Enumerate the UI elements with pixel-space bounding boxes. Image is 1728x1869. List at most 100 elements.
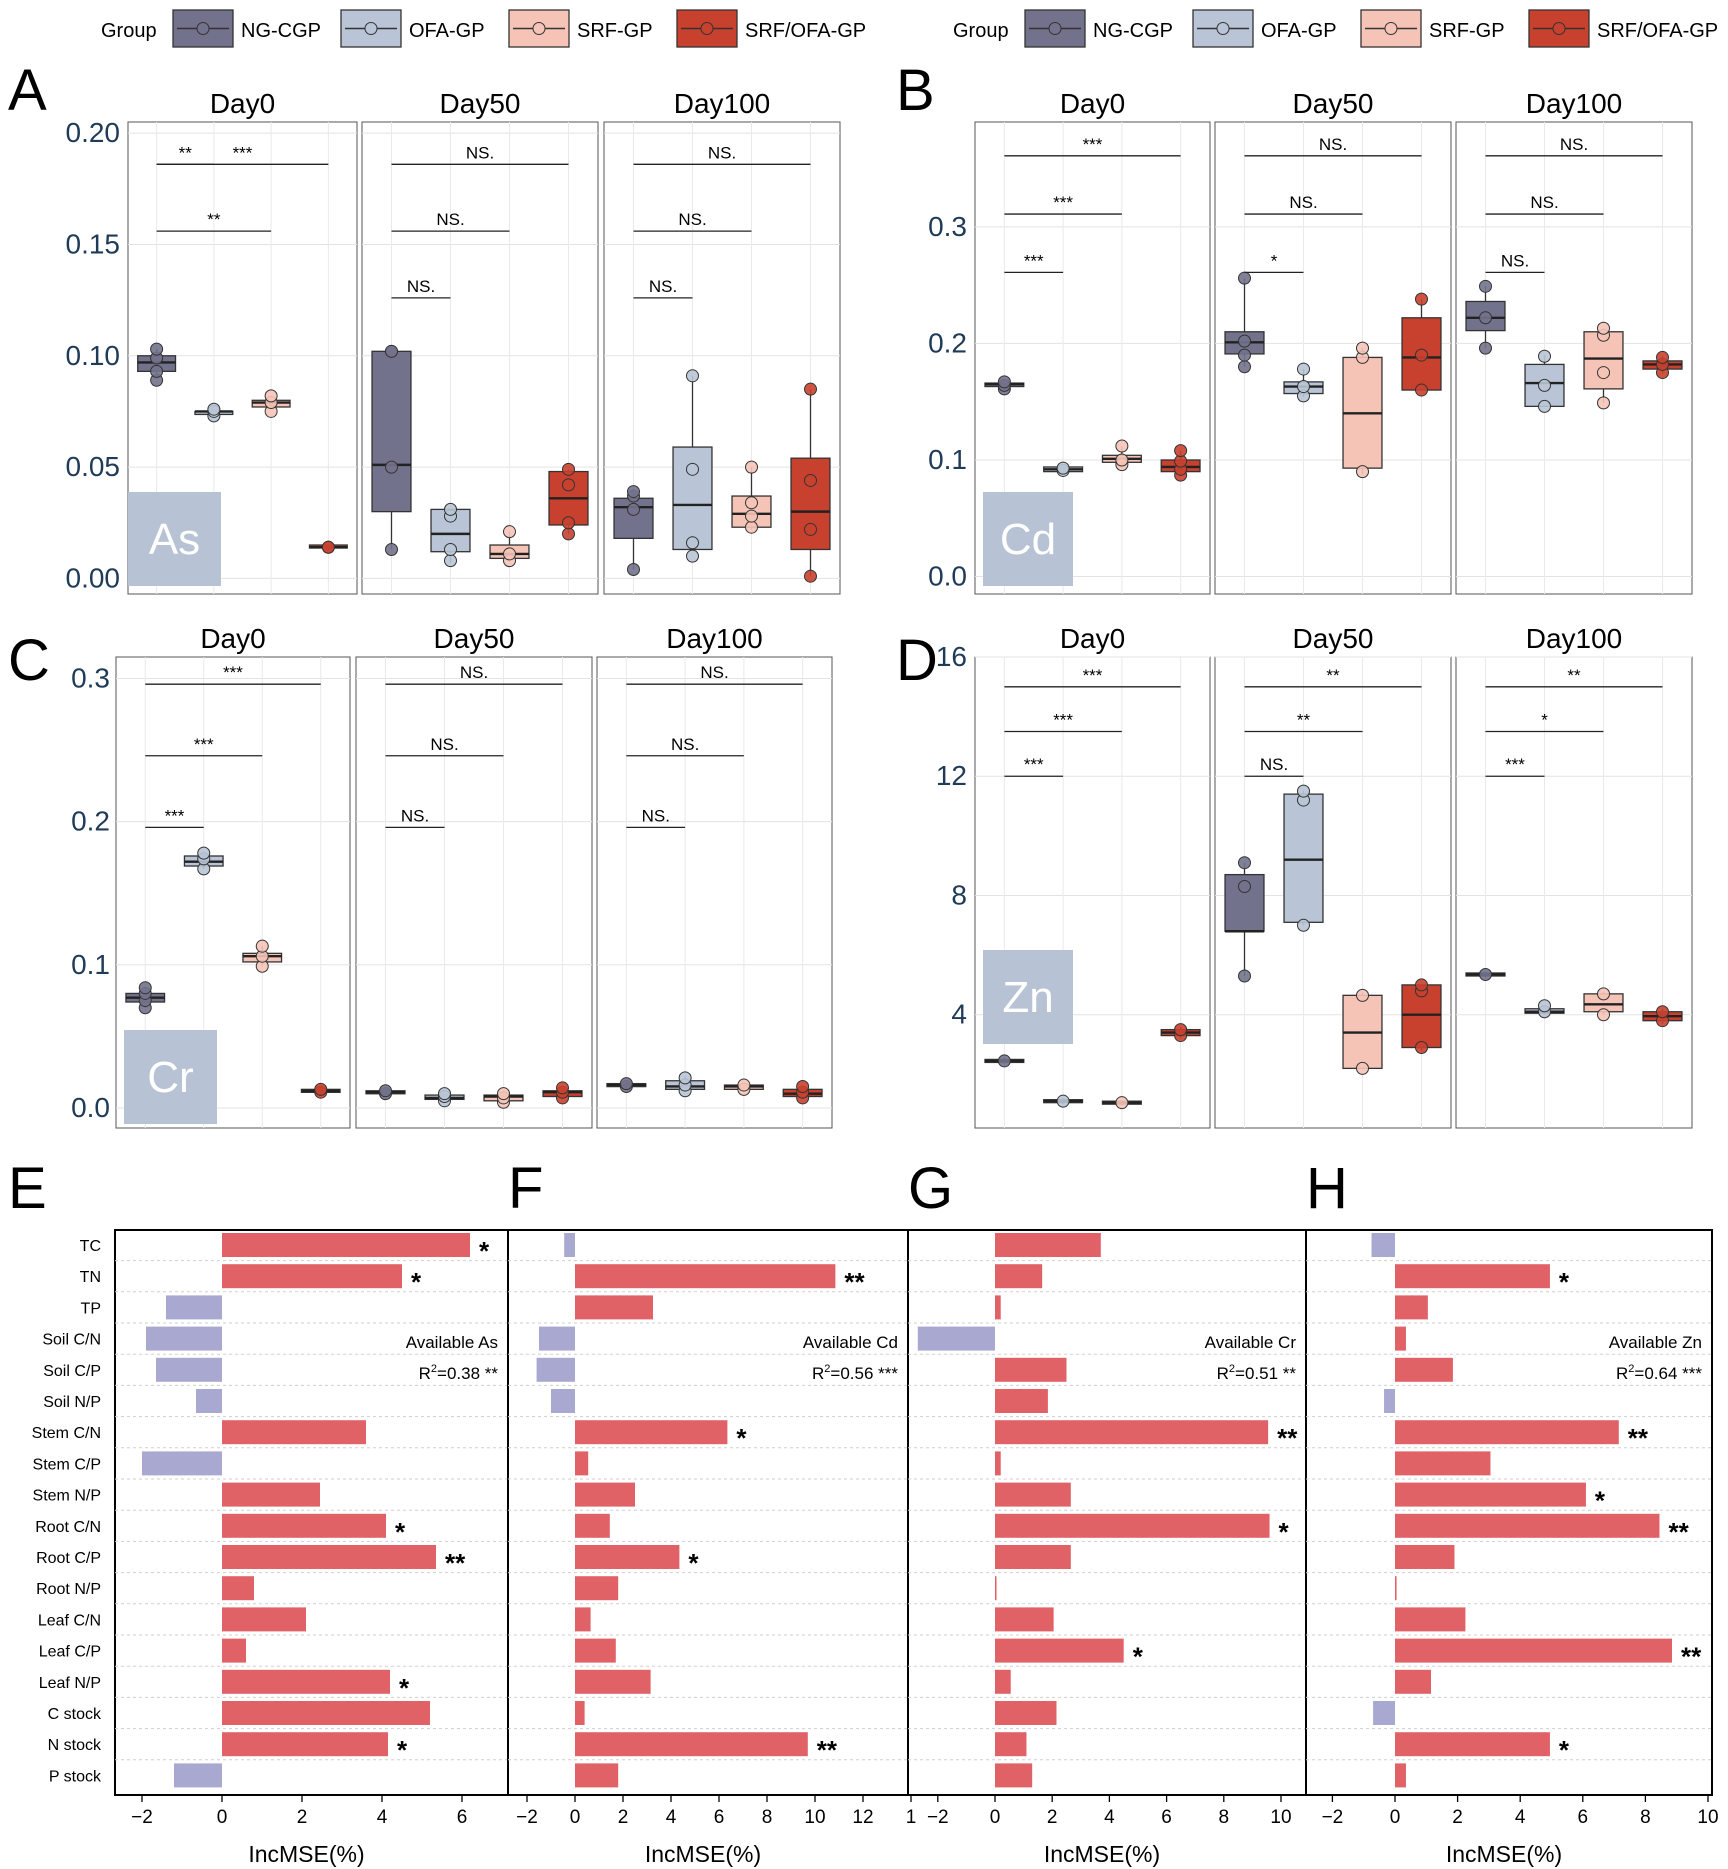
category-label: Stem C/P — [33, 1456, 101, 1473]
significance-label: NS. — [1530, 193, 1558, 212]
significance-star: * — [688, 1548, 699, 1578]
data-point — [503, 525, 516, 539]
bar-P stock — [575, 1763, 619, 1788]
significance-label: NS. — [649, 277, 677, 296]
r2-superscript: 2 — [1628, 1363, 1634, 1375]
x-tick-label: 10 — [804, 1807, 825, 1828]
significance-label: NS. — [671, 735, 699, 754]
y-tick-label: 0.0 — [928, 561, 967, 592]
element-label-box — [124, 1030, 217, 1124]
legend-title: Group — [953, 20, 1009, 42]
data-point — [1479, 279, 1492, 293]
legend-title: Group — [101, 20, 157, 42]
bar-Leaf C/P — [222, 1638, 246, 1663]
y-tick-label: 8 — [951, 879, 967, 910]
data-point — [619, 1077, 633, 1091]
bar-Stem C/N — [575, 1420, 728, 1445]
data-point — [562, 527, 575, 541]
panel-letter-A: A — [8, 58, 47, 123]
facet-frame — [355, 656, 593, 1129]
bar-Leaf C/P — [575, 1638, 616, 1663]
facet-title: Day50 — [1293, 623, 1374, 654]
facet-A-Day50: Day50 NS. NS. NS. — [361, 88, 599, 595]
element-label: Cr — [147, 1053, 193, 1102]
significance-star: * — [397, 1735, 408, 1765]
data-point — [556, 1081, 569, 1095]
facet-C-Day100: Day100 NS. NS. NS. — [596, 623, 833, 1129]
significance-label: NS. — [1260, 755, 1288, 774]
bar-TC — [995, 1233, 1101, 1257]
x-axis-label: IncMSE(%) — [248, 1841, 364, 1867]
legend-label-2: SRF-GP — [577, 20, 653, 42]
data-point — [444, 554, 457, 568]
panel-B: B0.00.10.20.3Day0*********Day50*NS.NS.Da… — [896, 58, 1693, 595]
significance-label: NS. — [1560, 135, 1588, 154]
significance-star: ** — [1277, 1423, 1298, 1453]
data-point — [1415, 383, 1428, 397]
data-point — [150, 342, 164, 356]
panel-letter-H: H — [1306, 1156, 1348, 1221]
category-label: Root C/P — [36, 1550, 101, 1567]
annotation-r2: R2=0.56 *** — [812, 1363, 898, 1383]
panel-letter-B: B — [896, 58, 935, 123]
significance-label: NS. — [466, 143, 494, 162]
x-axis-label: IncMSE(%) — [645, 1841, 761, 1867]
facet-title: Day50 — [440, 88, 521, 119]
bar-Stem C/N — [222, 1420, 366, 1445]
data-point — [1356, 988, 1369, 1002]
bar-N stock — [575, 1732, 808, 1757]
facet-title: Day100 — [1526, 623, 1623, 654]
significance-label: NS. — [1319, 135, 1347, 154]
data-point — [1538, 378, 1551, 392]
x-tick-label: 0 — [570, 1807, 581, 1828]
facet-B-Day50: Day50 * NS. NS. — [1214, 88, 1452, 595]
bar-TC — [564, 1233, 575, 1257]
data-point — [1356, 465, 1369, 479]
bar-Root C/N — [995, 1513, 1270, 1538]
y-tick-label: 0.1 — [928, 444, 967, 475]
legend-key-point-0 — [1048, 22, 1062, 35]
data-point — [1656, 350, 1669, 364]
significance-label: NS. — [708, 143, 736, 162]
data-point — [1479, 341, 1492, 355]
data-point — [1538, 999, 1551, 1013]
x-tick-label: 10 — [1270, 1807, 1291, 1828]
data-point — [686, 549, 699, 563]
significance-label: NS. — [407, 277, 435, 296]
significance-label: NS. — [1501, 251, 1529, 270]
annotation-label: Available As — [406, 1333, 498, 1352]
significance-label: ** — [179, 143, 193, 162]
data-point — [745, 496, 758, 510]
data-point — [1597, 987, 1610, 1001]
facet-B-Day100: Day100 NS. NS. NS. — [1455, 88, 1693, 595]
x-tick-label: 0 — [1390, 1807, 1401, 1828]
y-tick-label: 0.1 — [71, 949, 110, 980]
category-label: Root N/P — [36, 1581, 101, 1598]
facet-frame — [1455, 656, 1693, 1129]
data-point — [197, 846, 211, 860]
facet-title: Day50 — [1293, 88, 1374, 119]
significance-label: ** — [1567, 666, 1581, 685]
significance-star: * — [1133, 1642, 1144, 1672]
bar-Stem N/P — [222, 1482, 320, 1507]
r2-symbol: R — [1217, 1364, 1229, 1383]
data-point — [1174, 444, 1188, 458]
legend-key-point-3 — [1552, 22, 1566, 35]
data-point — [796, 1079, 810, 1093]
facet-title: Day100 — [1526, 88, 1623, 119]
legend-key-point-1 — [364, 22, 378, 35]
bar-Soil C/P — [1395, 1357, 1453, 1382]
significance-label: NS. — [642, 806, 670, 825]
bar-Stem N/P — [995, 1482, 1071, 1507]
plot-frame — [507, 1229, 909, 1796]
y-tick-label: 0.15 — [66, 228, 121, 259]
bar-Root N/P — [222, 1576, 254, 1601]
legend-key-point-2 — [532, 22, 546, 35]
significance-label: *** — [1083, 666, 1103, 685]
bar-Root C/P — [222, 1545, 436, 1569]
bar-TP — [1395, 1295, 1428, 1320]
significance-label: NS. — [430, 735, 458, 754]
data-point — [385, 344, 398, 358]
data-point — [321, 540, 335, 554]
